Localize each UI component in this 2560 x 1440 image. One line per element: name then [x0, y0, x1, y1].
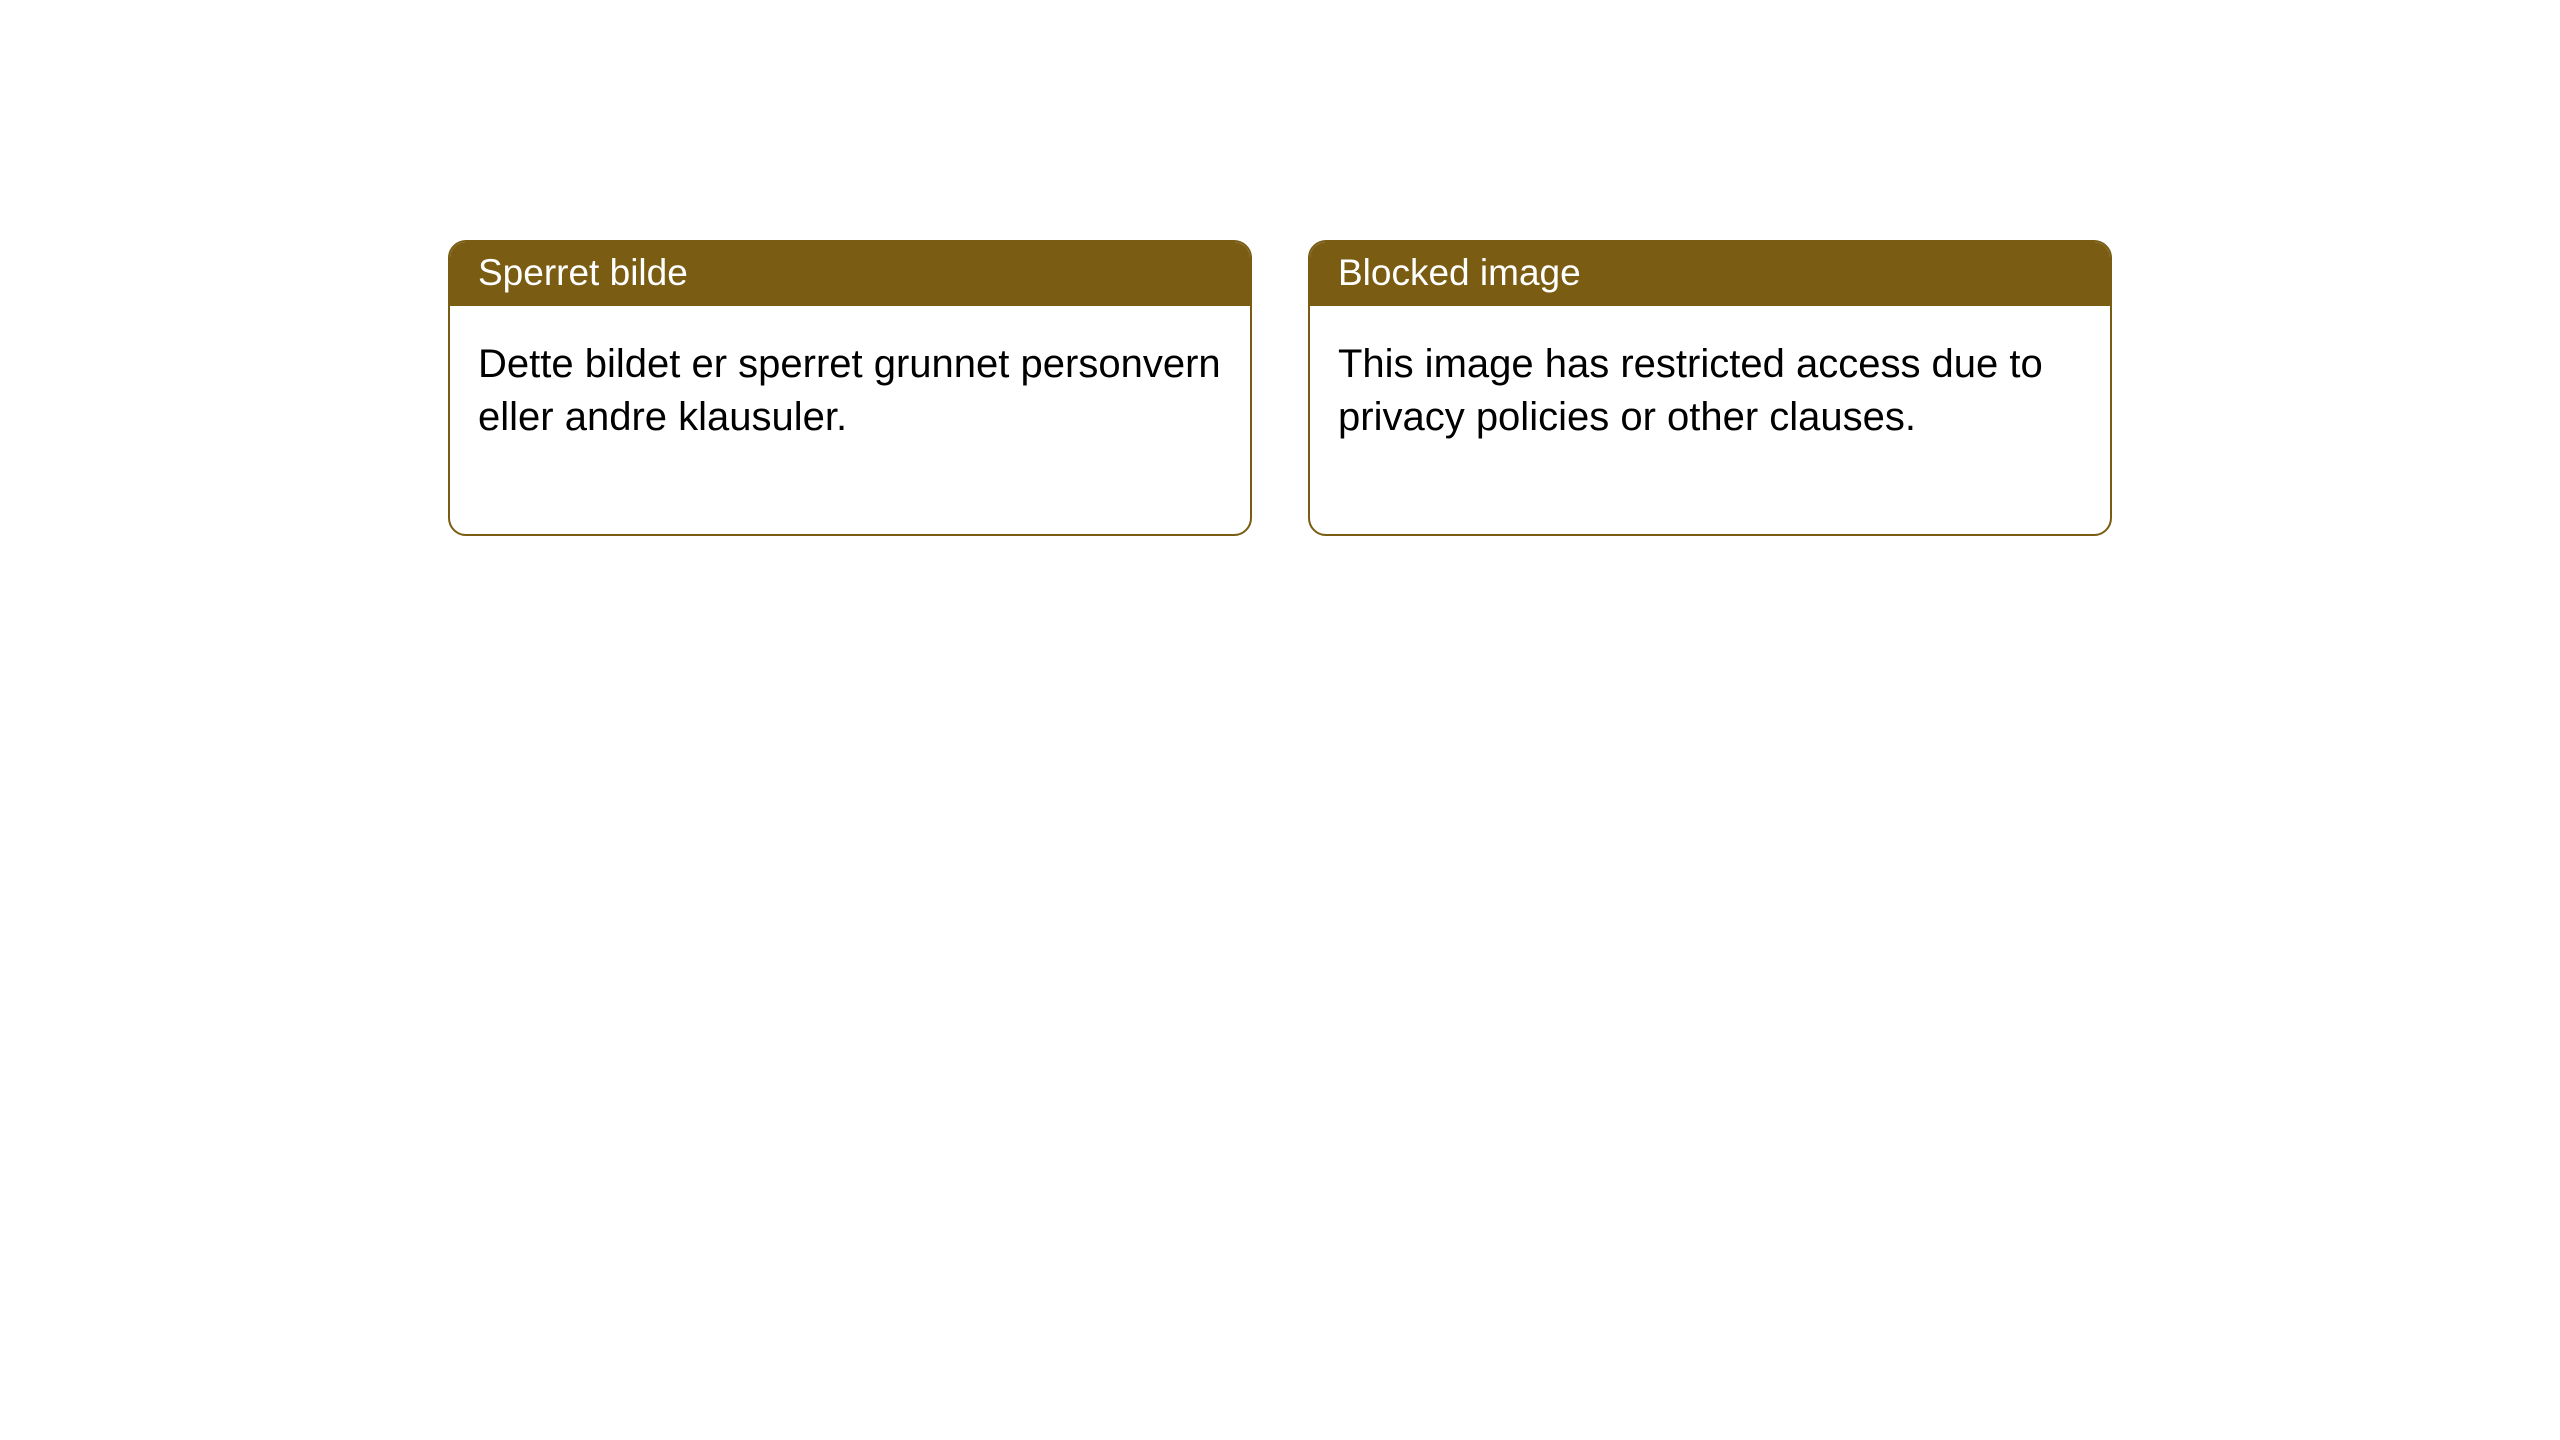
notice-body-en: This image has restricted access due to … [1310, 306, 2110, 534]
notice-box-en: Blocked image This image has restricted … [1308, 240, 2112, 536]
notice-box-no: Sperret bilde Dette bildet er sperret gr… [448, 240, 1252, 536]
notice-body-no: Dette bildet er sperret grunnet personve… [450, 306, 1250, 534]
notice-header-en: Blocked image [1310, 242, 2110, 306]
notice-header-no: Sperret bilde [450, 242, 1250, 306]
notice-container: Sperret bilde Dette bildet er sperret gr… [0, 0, 2560, 536]
